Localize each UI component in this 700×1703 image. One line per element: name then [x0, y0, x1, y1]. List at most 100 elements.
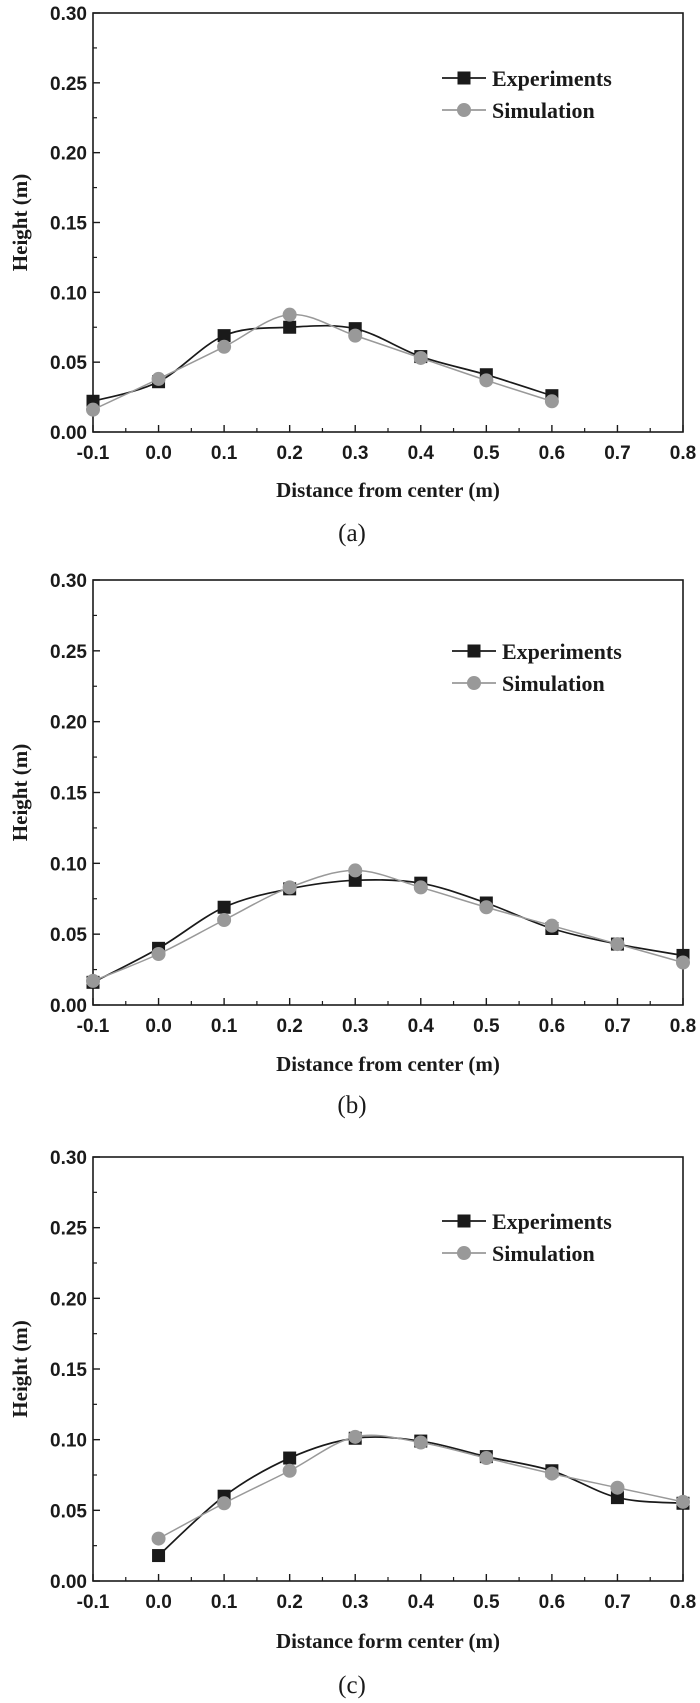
x-tick-label: 0.8: [670, 443, 696, 464]
x-tick-label: 0.1: [211, 1016, 238, 1037]
y-tick-label: 0.10: [50, 1431, 87, 1452]
data-point-simulation: [282, 1463, 297, 1478]
y-tick-label: 0.00: [50, 996, 87, 1017]
y-tick-label: 0.25: [50, 1219, 87, 1240]
y-tick-label: 0.15: [50, 214, 87, 235]
data-point-experiments: [152, 1549, 166, 1563]
data-point-experiments: [283, 320, 297, 334]
data-point-simulation: [86, 973, 100, 988]
legend-marker-square: [457, 71, 471, 85]
x-tick-label: 0.5: [473, 443, 500, 464]
data-point-simulation: [413, 350, 428, 365]
data-point-simulation: [217, 1496, 232, 1511]
y-tick-label: 0.20: [50, 144, 87, 165]
x-tick-label: 0.4: [408, 443, 435, 464]
data-point-simulation: [348, 328, 363, 343]
data-point-simulation: [544, 918, 559, 933]
x-tick-label: 0.3: [342, 1016, 368, 1037]
x-tick-label: 0.6: [539, 1016, 565, 1037]
x-tick-label: 0.8: [670, 1016, 696, 1037]
y-tick-label: 0.25: [50, 74, 87, 95]
y-tick-label: 0.05: [50, 925, 87, 946]
data-point-simulation: [151, 1531, 166, 1546]
legend: Experiments Simulation: [442, 1209, 612, 1266]
legend-label: Simulation: [492, 98, 595, 123]
legend-marker-circle: [457, 1246, 471, 1260]
data-point-simulation: [544, 1466, 559, 1481]
y-tick-label: 0.10: [50, 283, 87, 304]
x-tick-label: -0.1: [77, 1592, 110, 1613]
y-tick-label: 0.00: [50, 1572, 87, 1593]
data-point-experiments: [610, 1491, 624, 1505]
x-axis-title: Distance from center (m): [276, 1052, 500, 1076]
x-tick-label: 0.2: [276, 1016, 302, 1037]
y-tick-label: 0.05: [50, 353, 87, 374]
x-tick-label: 0.6: [539, 443, 565, 464]
y-axis-title: Height (m): [8, 174, 32, 271]
x-tick-label: 0.3: [342, 1592, 368, 1613]
data-point-simulation: [676, 1494, 690, 1509]
chart-panel-3: -0.1 0.0 0.1 0.2 0.3 0.4 0.5 0.6 0.7 0.8 0.00 0.05 0…: [8, 1148, 696, 1699]
x-tick-label: 0.2: [276, 1592, 302, 1613]
x-tick-label: 0.1: [211, 443, 238, 464]
data-point-simulation: [676, 955, 690, 970]
y-axis-title: Height (m): [8, 1320, 32, 1417]
x-tick-label: 0.1: [211, 1592, 238, 1613]
x-tick-label: 0.6: [539, 1592, 565, 1613]
x-tick-label: 0.0: [145, 1016, 171, 1037]
panel-caption: (c): [338, 1672, 366, 1699]
series-line-simulation: [92, 869, 684, 982]
legend-marker-square: [457, 1214, 471, 1228]
data-point-experiments: [217, 900, 231, 914]
x-tick-label: 0.2: [276, 443, 302, 464]
legend-label: Experiments: [492, 1209, 612, 1234]
x-tick-label: 0.7: [604, 1592, 630, 1613]
series-line-simulation: [92, 313, 553, 411]
x-tick-label: 0.4: [408, 1016, 435, 1037]
data-point-simulation: [610, 937, 625, 952]
data-point-simulation: [413, 1435, 428, 1450]
legend-label: Simulation: [492, 1241, 595, 1266]
data-point-simulation: [151, 371, 166, 386]
data-point-simulation: [282, 880, 297, 895]
panel-caption: (b): [337, 1092, 366, 1119]
x-tick-label: 0.7: [604, 443, 630, 464]
chart-panel-1: -0.1 0.0 0.1 0.2 0.3 0.4 0.5 0.6 0.7 0.8 0.00 0.05 0…: [8, 4, 696, 547]
y-tick-label: 0.10: [50, 854, 87, 875]
y-tick-label: 0.05: [50, 1501, 87, 1522]
data-point-simulation: [86, 402, 100, 417]
legend-label: Experiments: [502, 639, 622, 664]
y-tick-label: 0.30: [50, 571, 87, 592]
y-tick-label: 0.20: [50, 713, 87, 734]
x-tick-label: 0.3: [342, 443, 368, 464]
y-axis-title: Height (m): [8, 744, 32, 841]
legend: Experiments Simulation: [452, 639, 622, 696]
x-tick-label: 0.7: [604, 1016, 630, 1037]
y-tick-label: 0.25: [50, 642, 87, 663]
data-point-simulation: [217, 913, 232, 927]
x-axis-title: Distance form center (m): [276, 1629, 500, 1653]
data-point-simulation: [282, 307, 297, 322]
x-tick-label: 0.5: [473, 1016, 500, 1037]
chart-panel-2: -0.1 0.0 0.1 0.2 0.3 0.4 0.5 0.6 0.7 0.8 0.00 0.05 0…: [8, 571, 696, 1119]
data-point-simulation: [348, 1429, 363, 1444]
data-point-simulation: [479, 1451, 494, 1466]
data-point-simulation: [217, 339, 232, 354]
y-tick-label: 0.15: [50, 784, 87, 805]
data-point-simulation: [544, 394, 559, 409]
y-tick-label: 0.00: [50, 423, 87, 444]
data-point-experiments: [217, 329, 231, 343]
data-point-simulation: [348, 863, 363, 878]
x-tick-label: 0.8: [670, 1592, 696, 1613]
x-tick-label: 0.0: [145, 443, 171, 464]
legend-marker-circle: [457, 103, 471, 117]
data-point-experiments: [283, 1451, 297, 1465]
legend: Experiments Simulation: [442, 66, 612, 123]
y-tick-label: 0.15: [50, 1360, 87, 1381]
legend-marker-square: [467, 644, 481, 658]
legend-label: Experiments: [492, 66, 612, 91]
data-point-simulation: [151, 947, 166, 961]
x-tick-label: 0.0: [145, 1592, 171, 1613]
data-point-simulation: [479, 373, 494, 388]
